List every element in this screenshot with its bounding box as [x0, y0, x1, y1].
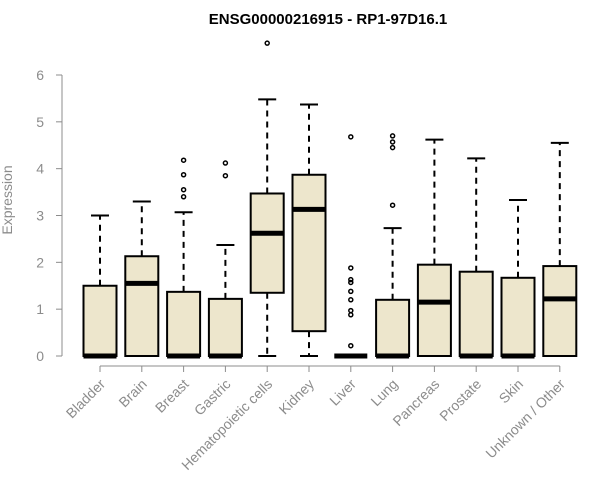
outlier-point [389, 202, 396, 208]
box-iqr [166, 290, 202, 358]
outlier-point [348, 288, 354, 295]
y-tick-label: 1 [36, 301, 44, 317]
box-pancreas [416, 138, 452, 357]
y-tick-label: 3 [36, 208, 44, 224]
x-tick-label: Prostate [436, 376, 484, 424]
outlier-point [348, 279, 354, 286]
box-iqr [249, 192, 285, 294]
y-tick-label: 0 [36, 348, 44, 364]
box-iqr [207, 297, 243, 358]
y-tick-label: 6 [36, 67, 44, 83]
outlier-point [348, 265, 354, 271]
x-tick-label: Unknown / Other [482, 376, 568, 462]
box-iqr [500, 276, 536, 357]
box-breast [166, 157, 202, 359]
outlier-point [180, 194, 187, 200]
box-iqr [416, 263, 452, 357]
outlier-point [180, 172, 187, 178]
outlier-point [348, 297, 354, 303]
y-tick-label: 2 [36, 254, 44, 270]
outlier-point [389, 139, 396, 145]
x-tick-label: Bladder [63, 376, 109, 422]
x-tick-label: Breast [152, 376, 192, 416]
box-bladder [82, 214, 118, 359]
y-tick-label: 5 [36, 114, 44, 130]
outlier-point [348, 276, 354, 283]
outlier-point [264, 40, 270, 46]
x-tick-label: Lung [367, 376, 400, 409]
box-series [82, 40, 578, 359]
box-hematopoietic-cells [249, 40, 285, 357]
box-iqr [375, 298, 411, 357]
box-lung [375, 133, 411, 359]
outlier-point [389, 133, 396, 139]
box-iqr [124, 255, 160, 357]
box-skin [500, 199, 536, 359]
box-brain [124, 200, 160, 357]
outlier-point [348, 307, 354, 314]
outlier-point [180, 157, 187, 163]
box-kidney [291, 103, 327, 357]
x-tick-label: Liver [326, 376, 359, 409]
x-tick-label: Skin [496, 376, 527, 407]
outlier-point [180, 186, 187, 193]
x-tick-label: Brain [115, 376, 149, 410]
y-axis: 0 1 2 3 4 5 6 [36, 67, 63, 364]
outlier-point [348, 134, 354, 140]
box-iqr [82, 284, 118, 357]
x-tick-label: Kidney [276, 376, 318, 418]
box-unknown-other [542, 141, 578, 357]
box-iqr [291, 173, 327, 333]
outlier-point [222, 160, 229, 166]
outlier-point [389, 144, 396, 151]
outlier-point [348, 312, 354, 318]
y-tick-label: 4 [36, 161, 44, 177]
box-liver [334, 134, 368, 359]
box-iqr [458, 270, 494, 358]
box-gastric [207, 160, 243, 359]
outlier-point [348, 342, 354, 349]
chart-title: ENSG00000216915 - RP1-97D16.1 [209, 11, 448, 28]
y-axis-label: Expression [0, 165, 15, 234]
box-prostate [458, 157, 494, 359]
outlier-point [222, 172, 229, 179]
box-iqr [542, 265, 578, 357]
